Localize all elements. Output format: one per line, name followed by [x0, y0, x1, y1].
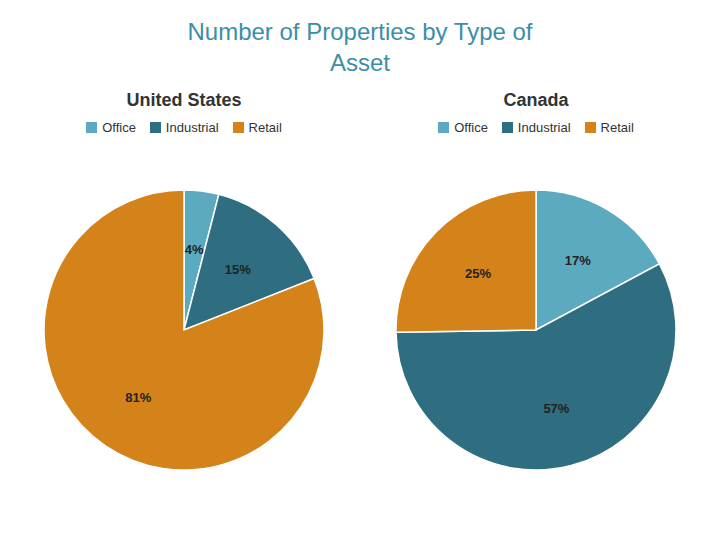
svg-text:81%: 81% [125, 390, 151, 405]
svg-text:15%: 15% [225, 262, 251, 277]
html-text:Number of Properties by Type o: Number of Properties by Type of [187, 18, 533, 45]
html-text:Office: Office [454, 120, 488, 136]
svg-text:57%: 57% [543, 401, 569, 416]
svg-text:17%: 17% [565, 253, 591, 268]
html-text:Retail: Retail [248, 120, 282, 136]
html-text:Industrial: Industrial [517, 120, 571, 136]
html-text:Canada: Canada [503, 90, 569, 111]
html-text:Asset: Asset [330, 49, 390, 77]
svg-text:4%: 4% [185, 242, 204, 257]
svg-text:25%: 25% [465, 266, 491, 281]
html-text:Retail: Retail [600, 120, 634, 136]
html-text:Industrial: Industrial [165, 120, 219, 136]
html-text:Office: Office [102, 120, 136, 136]
html-text:United States: United States [126, 90, 242, 111]
